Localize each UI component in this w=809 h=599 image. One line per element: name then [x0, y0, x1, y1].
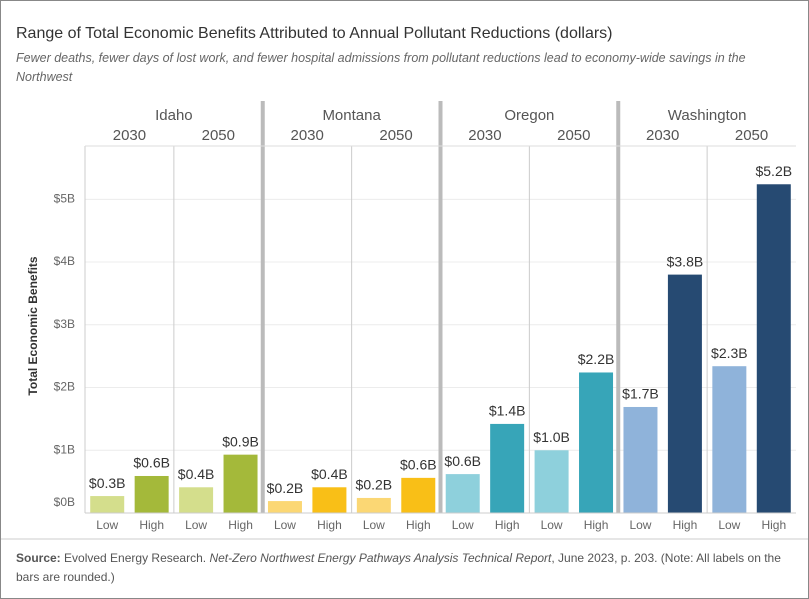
facet-label: Montana [322, 107, 381, 124]
x-tick-label: High [495, 518, 520, 532]
value-label: $3.8B [667, 253, 704, 269]
chart: Total Economic Benefits $0B $1B $2B $3B $4B $5… [1, 101, 808, 540]
year-label: 2050 [735, 127, 768, 144]
y-tick-label: $0B [54, 495, 75, 509]
bar [356, 497, 391, 513]
value-label: $0.6B [133, 455, 170, 471]
value-label: $5.2B [755, 163, 792, 179]
x-tick-label: High [317, 518, 342, 532]
chart-title: Range of Total Economic Benefits Attribu… [16, 25, 613, 42]
bar [623, 406, 658, 513]
year-label: 2050 [557, 127, 590, 144]
bar [90, 496, 125, 513]
x-tick-label: High [673, 518, 698, 532]
x-tick-label: Low [718, 518, 740, 532]
y-tick-label: $3B [54, 317, 75, 331]
x-tick-label: Low [274, 518, 296, 532]
bar [401, 477, 436, 513]
value-label: $0.3B [89, 475, 126, 491]
x-tick-label: High [584, 518, 609, 532]
bar [312, 487, 347, 513]
x-tick-label: High [406, 518, 431, 532]
value-label: $0.2B [356, 477, 393, 493]
value-label: $1.4B [489, 403, 526, 419]
y-tick-label: $2B [54, 380, 75, 394]
bar [534, 450, 569, 513]
chart-subtitle: Fewer deaths, fewer days of lost work, a… [16, 51, 746, 84]
value-label: $1.7B [622, 386, 659, 402]
value-label: $1.0B [533, 429, 570, 445]
source-text: Evolved Energy Research. [64, 551, 207, 565]
bar [712, 366, 747, 513]
x-tick-label: High [139, 518, 164, 532]
source-details: , June 2023, p. 203. (Note: All labels o… [16, 551, 781, 584]
x-tick-label: High [761, 518, 786, 532]
year-label: 2030 [113, 127, 146, 144]
y-tick-label: $5B [54, 191, 75, 205]
x-tick-label: Low [363, 518, 385, 532]
year-label: 2030 [646, 127, 679, 144]
x-tick-label: Low [629, 518, 651, 532]
bar [667, 274, 702, 513]
x-tick-label: High [228, 518, 253, 532]
year-label: 2050 [202, 127, 235, 144]
year-label: 2030 [468, 127, 501, 144]
x-tick-label: Low [452, 518, 474, 532]
value-label: $0.2B [267, 480, 304, 496]
source-label: Source: [16, 551, 61, 565]
value-label: $0.6B [444, 453, 481, 469]
x-tick-label: Low [185, 518, 207, 532]
bar [445, 474, 480, 513]
x-tick-label: Low [96, 518, 118, 532]
value-label: $2.2B [578, 351, 615, 367]
bar [267, 501, 302, 513]
value-label: $0.4B [178, 466, 215, 482]
y-axis-title: Total Economic Benefits [26, 256, 40, 395]
bar [756, 184, 791, 513]
facet-label: Idaho [155, 107, 193, 124]
bar [134, 475, 169, 513]
value-label: $2.3B [711, 345, 748, 361]
value-label: $0.6B [400, 457, 437, 473]
value-label: $0.9B [222, 433, 259, 449]
year-label: 2030 [291, 127, 324, 144]
value-label: $0.4B [311, 466, 348, 482]
bar [579, 372, 614, 513]
year-label: 2050 [379, 127, 412, 144]
source-note: Source: Evolved Energy Research. Net-Zer… [16, 549, 796, 587]
bar [179, 487, 214, 513]
facet-label: Oregon [504, 107, 554, 124]
bar [490, 423, 525, 513]
y-tick-label: $4B [54, 254, 75, 268]
source-report: Net-Zero Northwest Energy Pathways Analy… [209, 551, 552, 565]
y-tick-label: $1B [54, 442, 75, 456]
facet-label: Washington [668, 107, 747, 124]
bar [223, 454, 258, 513]
x-tick-label: Low [541, 518, 563, 532]
